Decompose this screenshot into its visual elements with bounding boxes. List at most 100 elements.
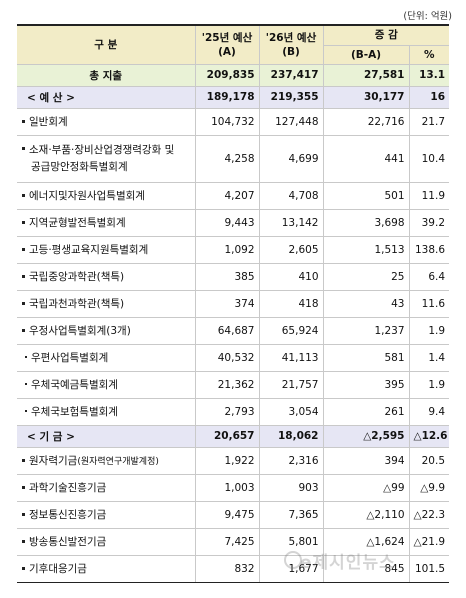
cell-pct: 1.4 bbox=[408, 344, 450, 372]
row-label: 고등·평생교육지원특별회계 bbox=[17, 236, 195, 264]
bullet-icon bbox=[22, 458, 25, 462]
cell-pct: 11.6 bbox=[408, 290, 450, 318]
cell-pct: 13.1 bbox=[408, 64, 450, 87]
cell-b: 418 bbox=[258, 290, 323, 318]
row-label: 총 지출 bbox=[17, 64, 195, 87]
cell-pct: △21.9 bbox=[408, 528, 450, 556]
cell-pct: 1.9 bbox=[408, 371, 450, 399]
row-label: 우편사업특별회계 bbox=[17, 344, 195, 372]
row-label: 우체국예금특별회계 bbox=[17, 371, 195, 399]
header-change: 증 감 bbox=[322, 24, 450, 46]
table-row: 방송통신발전기금 7,425 5,801 △1,624 △21.9 bbox=[17, 528, 450, 556]
cell-b: 127,448 bbox=[258, 108, 323, 136]
cell-b: 4,699 bbox=[258, 135, 323, 183]
cell-pct: 1.9 bbox=[408, 317, 450, 345]
row-label: 방송통신발전기금 bbox=[17, 528, 195, 556]
cell-a: 20,657 bbox=[194, 425, 259, 448]
header-category: 구 분 bbox=[17, 24, 195, 65]
cell-b: 2,316 bbox=[258, 447, 323, 475]
table-row: 국립중앙과학관(책특) 385 410 25 6.4 bbox=[17, 263, 450, 291]
row-label: 국립과천과학관(책특) bbox=[17, 290, 195, 318]
cell-b: 13,142 bbox=[258, 209, 323, 237]
table-row-section-budget: < 예 산 > 189,178 219,355 30,177 16 bbox=[17, 86, 450, 109]
cell-a: 385 bbox=[194, 263, 259, 291]
bullet-icon bbox=[22, 301, 25, 305]
row-label: < 기 금 > bbox=[17, 425, 195, 448]
cell-diff: 22,716 bbox=[322, 108, 409, 136]
row-label: 국립중앙과학관(책특) bbox=[17, 263, 195, 291]
cell-diff: 441 bbox=[322, 135, 409, 183]
cell-a: 1,092 bbox=[194, 236, 259, 264]
cell-a: 21,362 bbox=[194, 371, 259, 399]
cell-diff: 261 bbox=[322, 398, 409, 426]
cell-diff: 25 bbox=[322, 263, 409, 291]
table-row: 고등·평생교육지원특별회계 1,092 2,605 1,513 138.6 bbox=[17, 236, 450, 264]
cell-pct: △22.3 bbox=[408, 501, 450, 529]
cell-a: 4,258 bbox=[194, 135, 259, 183]
cell-a: 4,207 bbox=[194, 182, 259, 210]
table-row: 국립과천과학관(책특) 374 418 43 11.6 bbox=[17, 290, 450, 318]
cell-pct: 138.6 bbox=[408, 236, 450, 264]
cell-a: 209,835 bbox=[194, 64, 259, 87]
cell-a: 104,732 bbox=[194, 108, 259, 136]
cell-diff: 394 bbox=[322, 447, 409, 475]
bullet-icon bbox=[22, 566, 25, 570]
row-label: 원자력기금(원자력연구개발계정) bbox=[17, 447, 195, 475]
cell-a: 7,425 bbox=[194, 528, 259, 556]
cell-diff: △1,624 bbox=[322, 528, 409, 556]
table-row-sub: 우체국보험특별회계 2,793 3,054 261 9.4 bbox=[17, 398, 450, 426]
cell-diff: 43 bbox=[322, 290, 409, 318]
cell-diff: 395 bbox=[322, 371, 409, 399]
cell-diff: 501 bbox=[322, 182, 409, 210]
table-row-sub: 우체국예금특별회계 21,362 21,757 395 1.9 bbox=[17, 371, 450, 399]
cell-a: 2,793 bbox=[194, 398, 259, 426]
cell-pct: 20.5 bbox=[408, 447, 450, 475]
cell-pct: △12.6 bbox=[408, 425, 450, 448]
bullet-icon bbox=[22, 328, 25, 332]
bullet-icon bbox=[22, 119, 25, 123]
cell-b: 2,605 bbox=[258, 236, 323, 264]
cell-pct: 21.7 bbox=[408, 108, 450, 136]
unit-note: (단위: 억원) bbox=[403, 11, 452, 22]
cell-diff: 845 bbox=[322, 555, 409, 583]
row-label: 우정사업특별회계(3개) bbox=[17, 317, 195, 345]
bullet-icon bbox=[22, 512, 25, 516]
cell-a: 64,687 bbox=[194, 317, 259, 345]
table-row: 에너지및자원사업특별회계 4,207 4,708 501 11.9 bbox=[17, 182, 450, 210]
cell-diff: △99 bbox=[322, 474, 409, 502]
bullet-icon bbox=[22, 193, 25, 197]
bullet-icon bbox=[22, 220, 25, 224]
cell-diff: △2,595 bbox=[322, 425, 409, 448]
cell-b: 237,417 bbox=[258, 64, 323, 87]
bullet-icon bbox=[22, 539, 25, 543]
sub-bullet-icon bbox=[25, 410, 27, 412]
table-row-total: 총 지출 209,835 237,417 27,581 13.1 bbox=[17, 64, 450, 87]
table-row-sub: 우편사업특별회계 40,532 41,113 581 1.4 bbox=[17, 344, 450, 372]
header-change-pct: % bbox=[408, 45, 450, 65]
cell-diff: 581 bbox=[322, 344, 409, 372]
table-row: 과학기술진흥기금 1,003 903 △99 △9.9 bbox=[17, 474, 450, 502]
bullet-icon bbox=[22, 274, 25, 278]
cell-b: 18,062 bbox=[258, 425, 323, 448]
cell-a: 1,003 bbox=[194, 474, 259, 502]
row-label: 우체국보험특별회계 bbox=[17, 398, 195, 426]
cell-a: 9,475 bbox=[194, 501, 259, 529]
cell-b: 21,757 bbox=[258, 371, 323, 399]
table-row: 정보통신진흥기금 9,475 7,365 △2,110 △22.3 bbox=[17, 501, 450, 529]
cell-pct: 6.4 bbox=[408, 263, 450, 291]
table-row: 기후대응기금 832 1,677 845 101.5 bbox=[17, 555, 450, 583]
cell-pct: 11.9 bbox=[408, 182, 450, 210]
row-label: 소재·부품·장비산업경쟁력강화 및 공급망안정화특별회계 bbox=[17, 135, 195, 183]
watermark-logo-icon bbox=[284, 551, 302, 569]
table-row: 원자력기금(원자력연구개발계정) 1,922 2,316 394 20.5 bbox=[17, 447, 450, 475]
cell-a: 40,532 bbox=[194, 344, 259, 372]
table-row: 소재·부품·장비산업경쟁력강화 및 공급망안정화특별회계 4,258 4,699 … bbox=[17, 135, 450, 183]
sub-bullet-icon bbox=[25, 383, 27, 385]
cell-b: 410 bbox=[258, 263, 323, 291]
cell-diff: △2,110 bbox=[322, 501, 409, 529]
cell-a: 189,178 bbox=[194, 86, 259, 109]
cell-pct: 16 bbox=[408, 86, 450, 109]
bullet-icon bbox=[22, 485, 25, 489]
bullet-icon bbox=[22, 247, 25, 251]
cell-pct: 9.4 bbox=[408, 398, 450, 426]
